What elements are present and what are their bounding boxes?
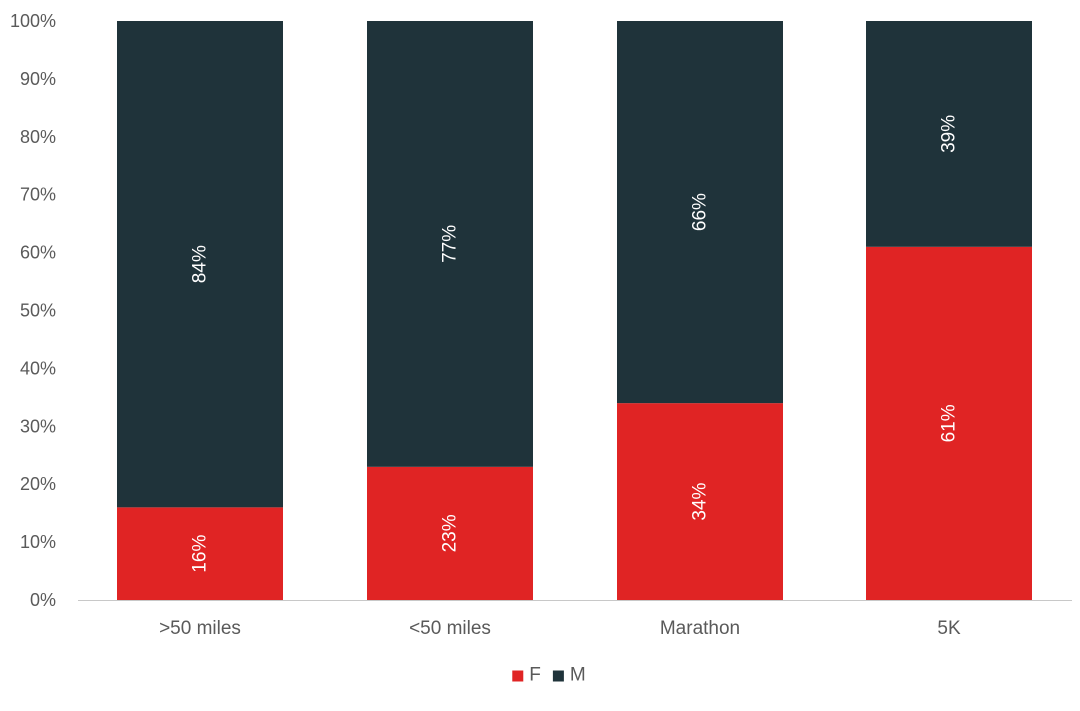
- y-tick-label: 90%: [20, 69, 56, 89]
- x-category-label: >50 miles: [159, 618, 241, 639]
- bar-segment: [367, 466, 533, 600]
- y-tick-label: 0%: [30, 590, 56, 610]
- bar-segment: [117, 21, 283, 508]
- bar-segment: [866, 21, 1032, 247]
- y-tick-label: 100%: [10, 11, 56, 31]
- y-axis: 0% 10% 20% 30% 40% 50% 60% 70% 80% 90% 100%: [10, 11, 56, 610]
- data-label: 23%: [440, 514, 461, 552]
- bar-segment: [866, 246, 1032, 600]
- data-label: 16%: [190, 535, 211, 573]
- x-category-label: <50 miles: [409, 618, 491, 639]
- data-label: 77%: [440, 225, 461, 263]
- data-label: 39%: [939, 115, 960, 153]
- y-tick-label: 80%: [20, 127, 56, 147]
- y-tick-label: 10%: [20, 532, 56, 552]
- x-category-label: 5K: [937, 618, 961, 639]
- bar-segment: [617, 21, 783, 404]
- y-tick-label: 30%: [20, 416, 56, 436]
- bars: [117, 21, 1032, 600]
- x-axis: >50 miles <50 miles Marathon 5K: [159, 618, 961, 639]
- legend-swatch: [512, 670, 524, 682]
- y-tick-label: 60%: [20, 243, 56, 263]
- data-label: 34%: [690, 482, 711, 520]
- data-label: 61%: [939, 404, 960, 442]
- legend-swatch: [552, 670, 564, 682]
- y-tick-label: 70%: [20, 185, 56, 205]
- bar-segment: [367, 21, 533, 467]
- legend-item: M: [552, 665, 586, 686]
- data-labels: 16% 84% 23% 77% 34% 66% 61% 39%: [190, 115, 960, 573]
- data-label: 66%: [690, 193, 711, 231]
- y-tick-label: 40%: [20, 358, 56, 378]
- bar-segment: [617, 403, 783, 600]
- y-tick-label: 50%: [20, 301, 56, 321]
- bar-segment: [117, 507, 283, 600]
- legend-label: M: [570, 665, 586, 686]
- y-tick-label: 20%: [20, 474, 56, 494]
- legend-item: F: [512, 665, 541, 686]
- legend-label: F: [529, 665, 541, 686]
- data-label: 84%: [190, 245, 211, 283]
- x-category-label: Marathon: [660, 618, 740, 639]
